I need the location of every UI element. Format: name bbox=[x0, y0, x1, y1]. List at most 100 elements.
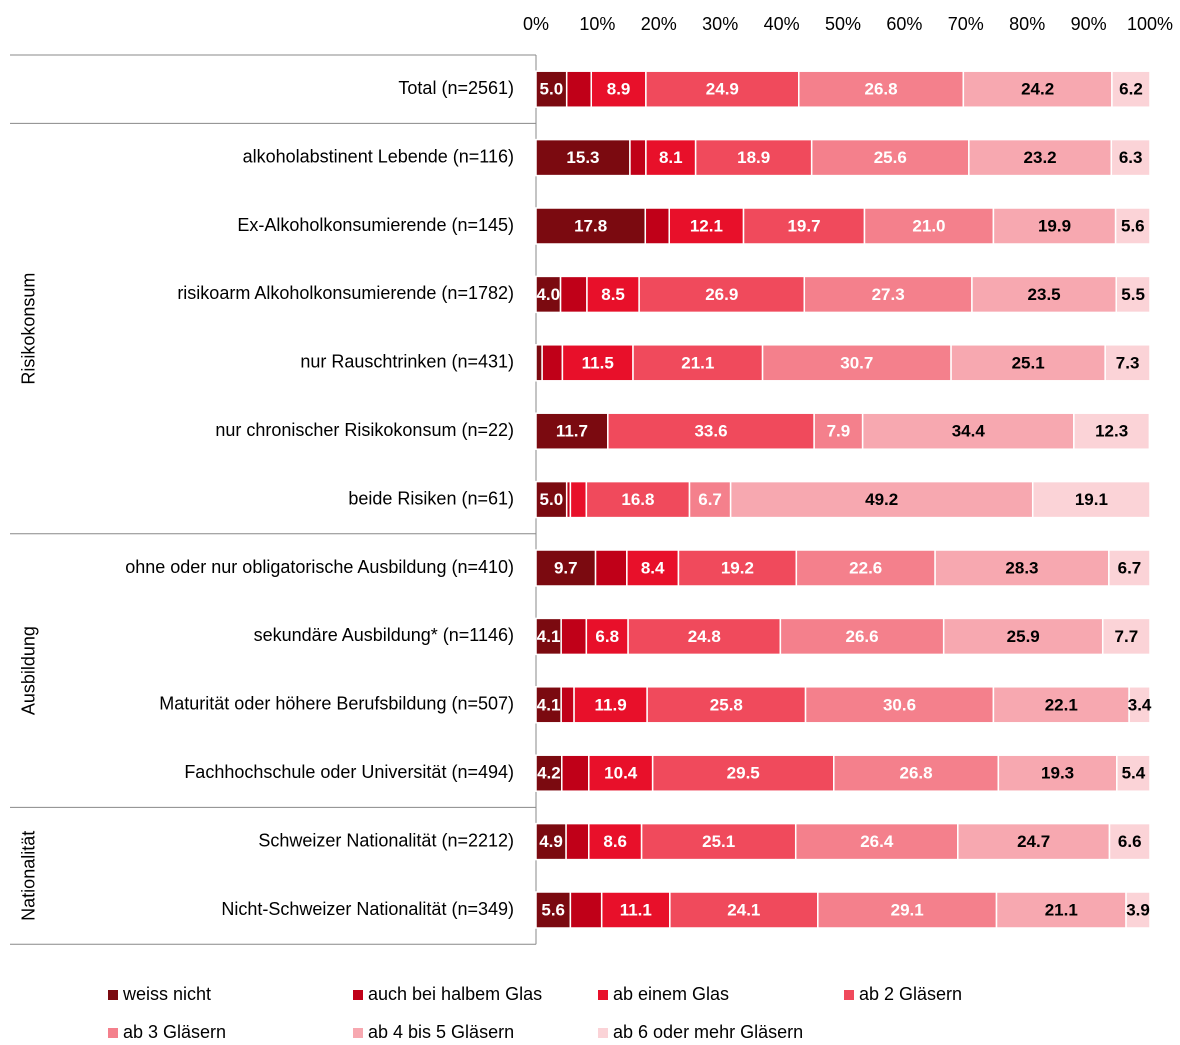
value-label: 11.1 bbox=[620, 900, 652, 919]
value-label: 26.8 bbox=[900, 764, 933, 783]
bar-segment bbox=[804, 686, 995, 724]
value-label: 4.1 bbox=[537, 695, 561, 714]
value-label: 28.3 bbox=[1005, 558, 1038, 577]
value-label: 19.1 bbox=[1075, 490, 1108, 509]
bar-segment bbox=[535, 207, 647, 245]
value-label: 30.7 bbox=[840, 353, 873, 372]
legend-swatch bbox=[108, 990, 118, 1000]
bar-segment bbox=[535, 686, 562, 724]
bar-segment bbox=[813, 412, 864, 450]
legend-swatch bbox=[844, 990, 854, 1000]
value-label: 25.1 bbox=[1012, 353, 1045, 372]
value-label: 29.5 bbox=[727, 764, 760, 783]
value-label: 5.6 bbox=[1121, 216, 1145, 235]
value-label: 33.6 bbox=[694, 422, 727, 441]
x-tick-label: 80% bbox=[1009, 14, 1045, 34]
value-label: 21.0 bbox=[912, 216, 945, 235]
x-tick-label: 70% bbox=[948, 14, 984, 34]
bar-segment bbox=[968, 138, 1113, 177]
value-label: 11.7 bbox=[556, 422, 588, 441]
x-tick-label: 0% bbox=[523, 14, 549, 34]
value-label: 5.0 bbox=[540, 80, 564, 99]
bar-segment bbox=[997, 754, 1118, 792]
legend-swatch bbox=[108, 1028, 118, 1038]
bar-segment bbox=[640, 822, 797, 861]
bar-segment bbox=[677, 549, 798, 587]
x-tick-label: 60% bbox=[886, 14, 922, 34]
value-label: 21.1 bbox=[1045, 900, 1078, 919]
value-label: 19.3 bbox=[1041, 764, 1074, 783]
value-label: 19.9 bbox=[1038, 216, 1071, 235]
value-label: 7.9 bbox=[827, 422, 851, 441]
value-label: 6.3 bbox=[1119, 148, 1143, 167]
bar-segment bbox=[1110, 138, 1151, 177]
bar-segment bbox=[794, 822, 959, 861]
bar-segment bbox=[1125, 891, 1151, 929]
bar-segment bbox=[629, 138, 647, 177]
bar-segment bbox=[694, 138, 813, 177]
value-label: 6.7 bbox=[1118, 558, 1142, 577]
x-tick-label: 90% bbox=[1071, 14, 1107, 34]
bar-segment bbox=[962, 70, 1113, 108]
value-label: 16.8 bbox=[621, 490, 654, 509]
bar-segment bbox=[585, 617, 629, 656]
value-label: 23.5 bbox=[1028, 285, 1061, 304]
bar-segment bbox=[669, 891, 819, 929]
legend-label: weiss nicht bbox=[122, 984, 211, 1004]
bar-segment bbox=[1108, 822, 1151, 861]
value-label: 7.3 bbox=[1116, 353, 1140, 372]
bar-segment bbox=[607, 412, 815, 450]
x-tick-label: 100% bbox=[1127, 14, 1173, 34]
value-label: 18.9 bbox=[737, 148, 770, 167]
bar-segment bbox=[1073, 412, 1151, 450]
bar-segment bbox=[861, 412, 1075, 450]
category-label: sekundäre Ausbildung* (n=1146) bbox=[254, 625, 514, 645]
value-label: 5.4 bbox=[1122, 764, 1146, 783]
category-label: ohne oder nur obligatorische Ausbildung … bbox=[125, 557, 514, 577]
bar-segment bbox=[535, 344, 543, 382]
bar-segment bbox=[729, 480, 1034, 519]
value-label: 22.1 bbox=[1045, 695, 1078, 714]
value-label: 4.2 bbox=[537, 764, 561, 783]
legend-swatch bbox=[598, 990, 608, 1000]
legend-label: ab 4 bis 5 Gläsern bbox=[368, 1022, 514, 1042]
bar-segment bbox=[1128, 686, 1151, 724]
value-label: 23.2 bbox=[1024, 148, 1057, 167]
value-label: 11.9 bbox=[595, 695, 627, 714]
bar-segment bbox=[957, 822, 1111, 861]
value-label: 25.6 bbox=[874, 148, 907, 167]
bar-segment bbox=[594, 549, 628, 587]
category-label: nur Rauschtrinken (n=431) bbox=[300, 352, 514, 372]
bar-segment bbox=[535, 891, 572, 929]
group-label: Ausbildung bbox=[19, 626, 39, 715]
bar-segment bbox=[798, 70, 965, 108]
bar-segment bbox=[644, 207, 670, 245]
value-label: 24.2 bbox=[1021, 80, 1054, 99]
bar-segment bbox=[688, 480, 732, 519]
bar-segment bbox=[1111, 70, 1151, 108]
value-label: 3.4 bbox=[1128, 695, 1152, 714]
value-label: 29.1 bbox=[891, 900, 924, 919]
value-label: 8.4 bbox=[641, 558, 665, 577]
value-label: 7.7 bbox=[1115, 627, 1139, 646]
bar-segment bbox=[995, 891, 1127, 929]
bar-segment bbox=[588, 822, 643, 861]
value-label: 15.3 bbox=[566, 148, 599, 167]
legend-label: ab 3 Gläsern bbox=[123, 1022, 226, 1042]
x-tick-label: 30% bbox=[702, 14, 738, 34]
legend-label: ab 2 Gläsern bbox=[859, 984, 962, 1004]
value-label: 12.3 bbox=[1095, 422, 1128, 441]
legend-label: auch bei halbem Glas bbox=[368, 984, 542, 1004]
x-tick-label: 10% bbox=[579, 14, 615, 34]
bar-segment bbox=[761, 344, 952, 382]
value-label: 6.2 bbox=[1119, 80, 1143, 99]
bar-segment bbox=[810, 138, 970, 177]
value-label: 17.8 bbox=[574, 216, 607, 235]
bar-segment bbox=[1104, 344, 1151, 382]
bar-segment bbox=[645, 138, 697, 177]
value-label: 24.1 bbox=[727, 900, 760, 919]
bar-segment bbox=[565, 822, 590, 861]
bar-segment bbox=[565, 70, 593, 108]
value-label: 8.1 bbox=[659, 148, 683, 167]
value-label: 6.7 bbox=[698, 490, 722, 509]
